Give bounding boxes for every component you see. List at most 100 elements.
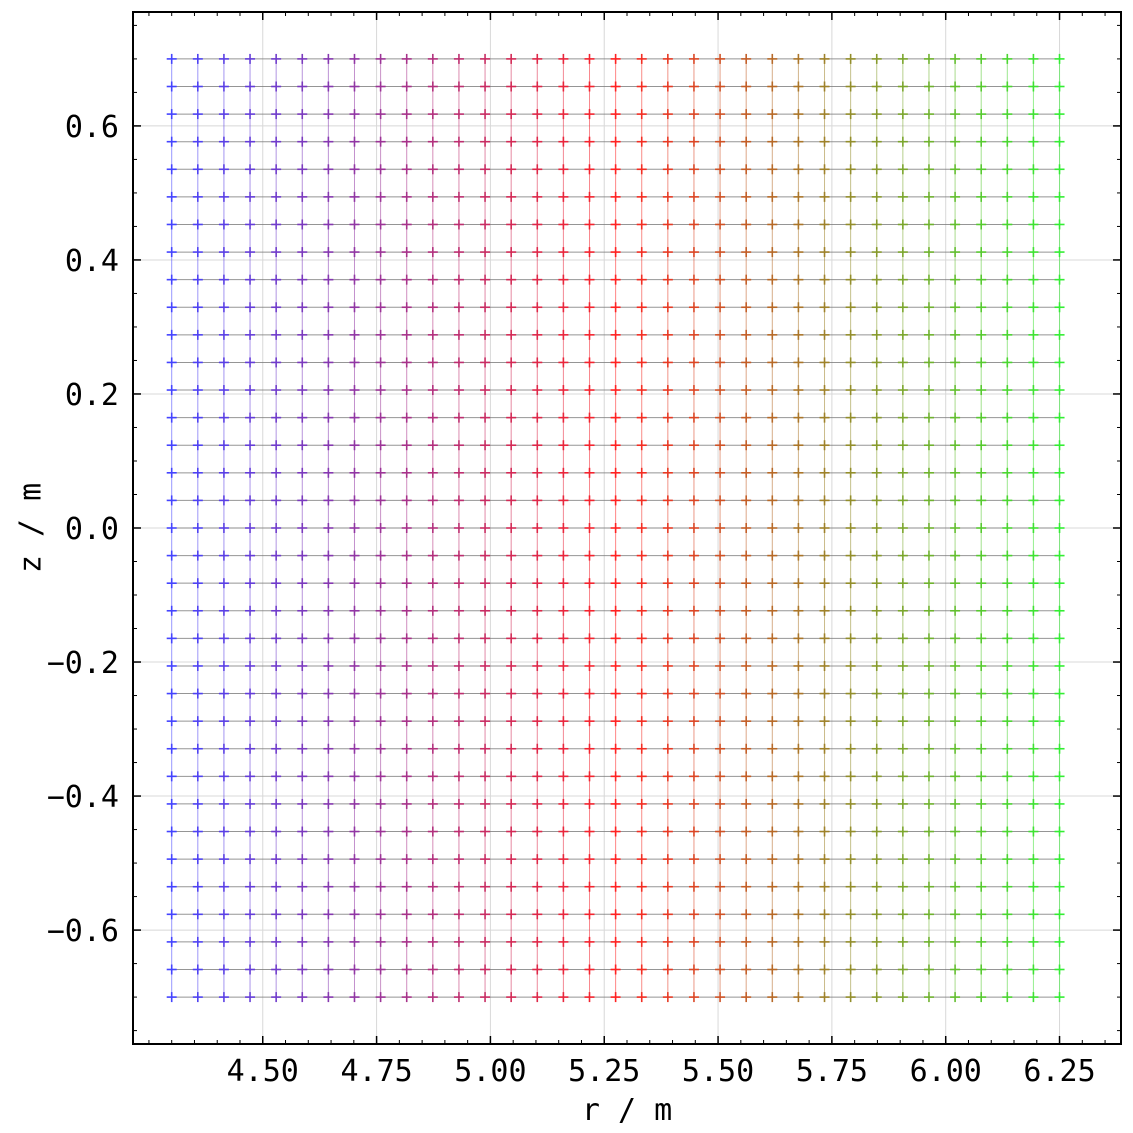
data-point	[950, 357, 961, 368]
data-point	[871, 578, 882, 589]
data-point	[192, 523, 203, 533]
data-point	[532, 440, 543, 451]
data-point	[767, 385, 778, 396]
data-point	[662, 467, 673, 478]
data-point	[819, 274, 830, 285]
data-point	[610, 467, 621, 478]
data-point	[741, 440, 752, 451]
data-point	[375, 992, 386, 1003]
data-point	[480, 412, 491, 423]
data-point	[976, 798, 987, 809]
data-point	[271, 191, 282, 202]
data-point	[819, 936, 830, 947]
data-point	[218, 467, 229, 478]
data-point	[192, 412, 203, 423]
data-point	[297, 578, 308, 589]
data-point	[767, 660, 778, 671]
data-point	[1054, 688, 1065, 699]
data-point	[427, 633, 438, 644]
data-point	[871, 964, 882, 975]
data-point	[871, 909, 882, 920]
data-point	[636, 523, 647, 533]
data-point	[218, 385, 229, 396]
data-point	[349, 440, 360, 451]
data-point	[218, 771, 229, 782]
data-point	[950, 716, 961, 727]
data-point	[245, 578, 256, 589]
data-point	[271, 109, 282, 120]
data-point	[584, 881, 595, 892]
data-point	[1054, 274, 1065, 285]
data-point	[480, 605, 491, 616]
data-point	[871, 716, 882, 727]
data-point	[845, 716, 856, 727]
data-point	[610, 164, 621, 175]
data-point	[1002, 219, 1013, 230]
data-point	[819, 467, 830, 478]
data-point	[532, 274, 543, 285]
data-point	[767, 412, 778, 423]
data-point	[166, 550, 177, 561]
data-point	[610, 274, 621, 285]
data-point	[610, 385, 621, 396]
data-point	[271, 936, 282, 947]
data-point	[1002, 329, 1013, 340]
data-point	[1002, 881, 1013, 892]
data-point	[506, 716, 517, 727]
data-point	[323, 854, 334, 865]
data-point	[297, 633, 308, 644]
data-point	[192, 605, 203, 616]
data-point	[558, 523, 569, 533]
data-point	[506, 191, 517, 202]
data-point	[845, 53, 856, 64]
data-point	[793, 440, 804, 451]
data-point	[976, 81, 987, 92]
data-point	[506, 109, 517, 120]
data-point	[218, 495, 229, 506]
data-point	[950, 329, 961, 340]
data-point	[662, 53, 673, 64]
data-point	[480, 495, 491, 506]
data-point	[662, 357, 673, 368]
data-point	[506, 550, 517, 561]
data-point	[166, 771, 177, 782]
data-point	[349, 109, 360, 120]
data-point	[401, 716, 412, 727]
data-point	[349, 771, 360, 782]
data-point	[1002, 633, 1013, 644]
data-point	[741, 467, 752, 478]
data-point	[741, 136, 752, 147]
data-point	[1002, 826, 1013, 837]
data-point	[297, 992, 308, 1003]
data-point	[741, 81, 752, 92]
data-point	[715, 136, 726, 147]
data-point	[427, 440, 438, 451]
data-point	[401, 357, 412, 368]
data-point	[349, 909, 360, 920]
data-point	[532, 164, 543, 175]
data-point	[688, 247, 699, 258]
data-point	[1028, 302, 1039, 313]
data-point	[297, 164, 308, 175]
y-tick-label: 0.6	[65, 110, 119, 145]
data-point	[897, 81, 908, 92]
data-point	[218, 302, 229, 313]
data-point	[610, 716, 621, 727]
data-point	[845, 964, 856, 975]
data-point	[375, 936, 386, 947]
data-point	[297, 495, 308, 506]
data-point	[1002, 660, 1013, 671]
data-point	[897, 826, 908, 837]
data-point	[767, 716, 778, 727]
data-point	[245, 826, 256, 837]
data-point	[1054, 81, 1065, 92]
x-tick-label: 4.75	[340, 1054, 412, 1089]
data-point	[375, 578, 386, 589]
data-point	[819, 992, 830, 1003]
y-tick-label: −0.4	[47, 780, 119, 815]
data-point	[715, 302, 726, 313]
data-point	[845, 688, 856, 699]
data-point	[453, 550, 464, 561]
data-point	[688, 964, 699, 975]
data-point	[271, 605, 282, 616]
